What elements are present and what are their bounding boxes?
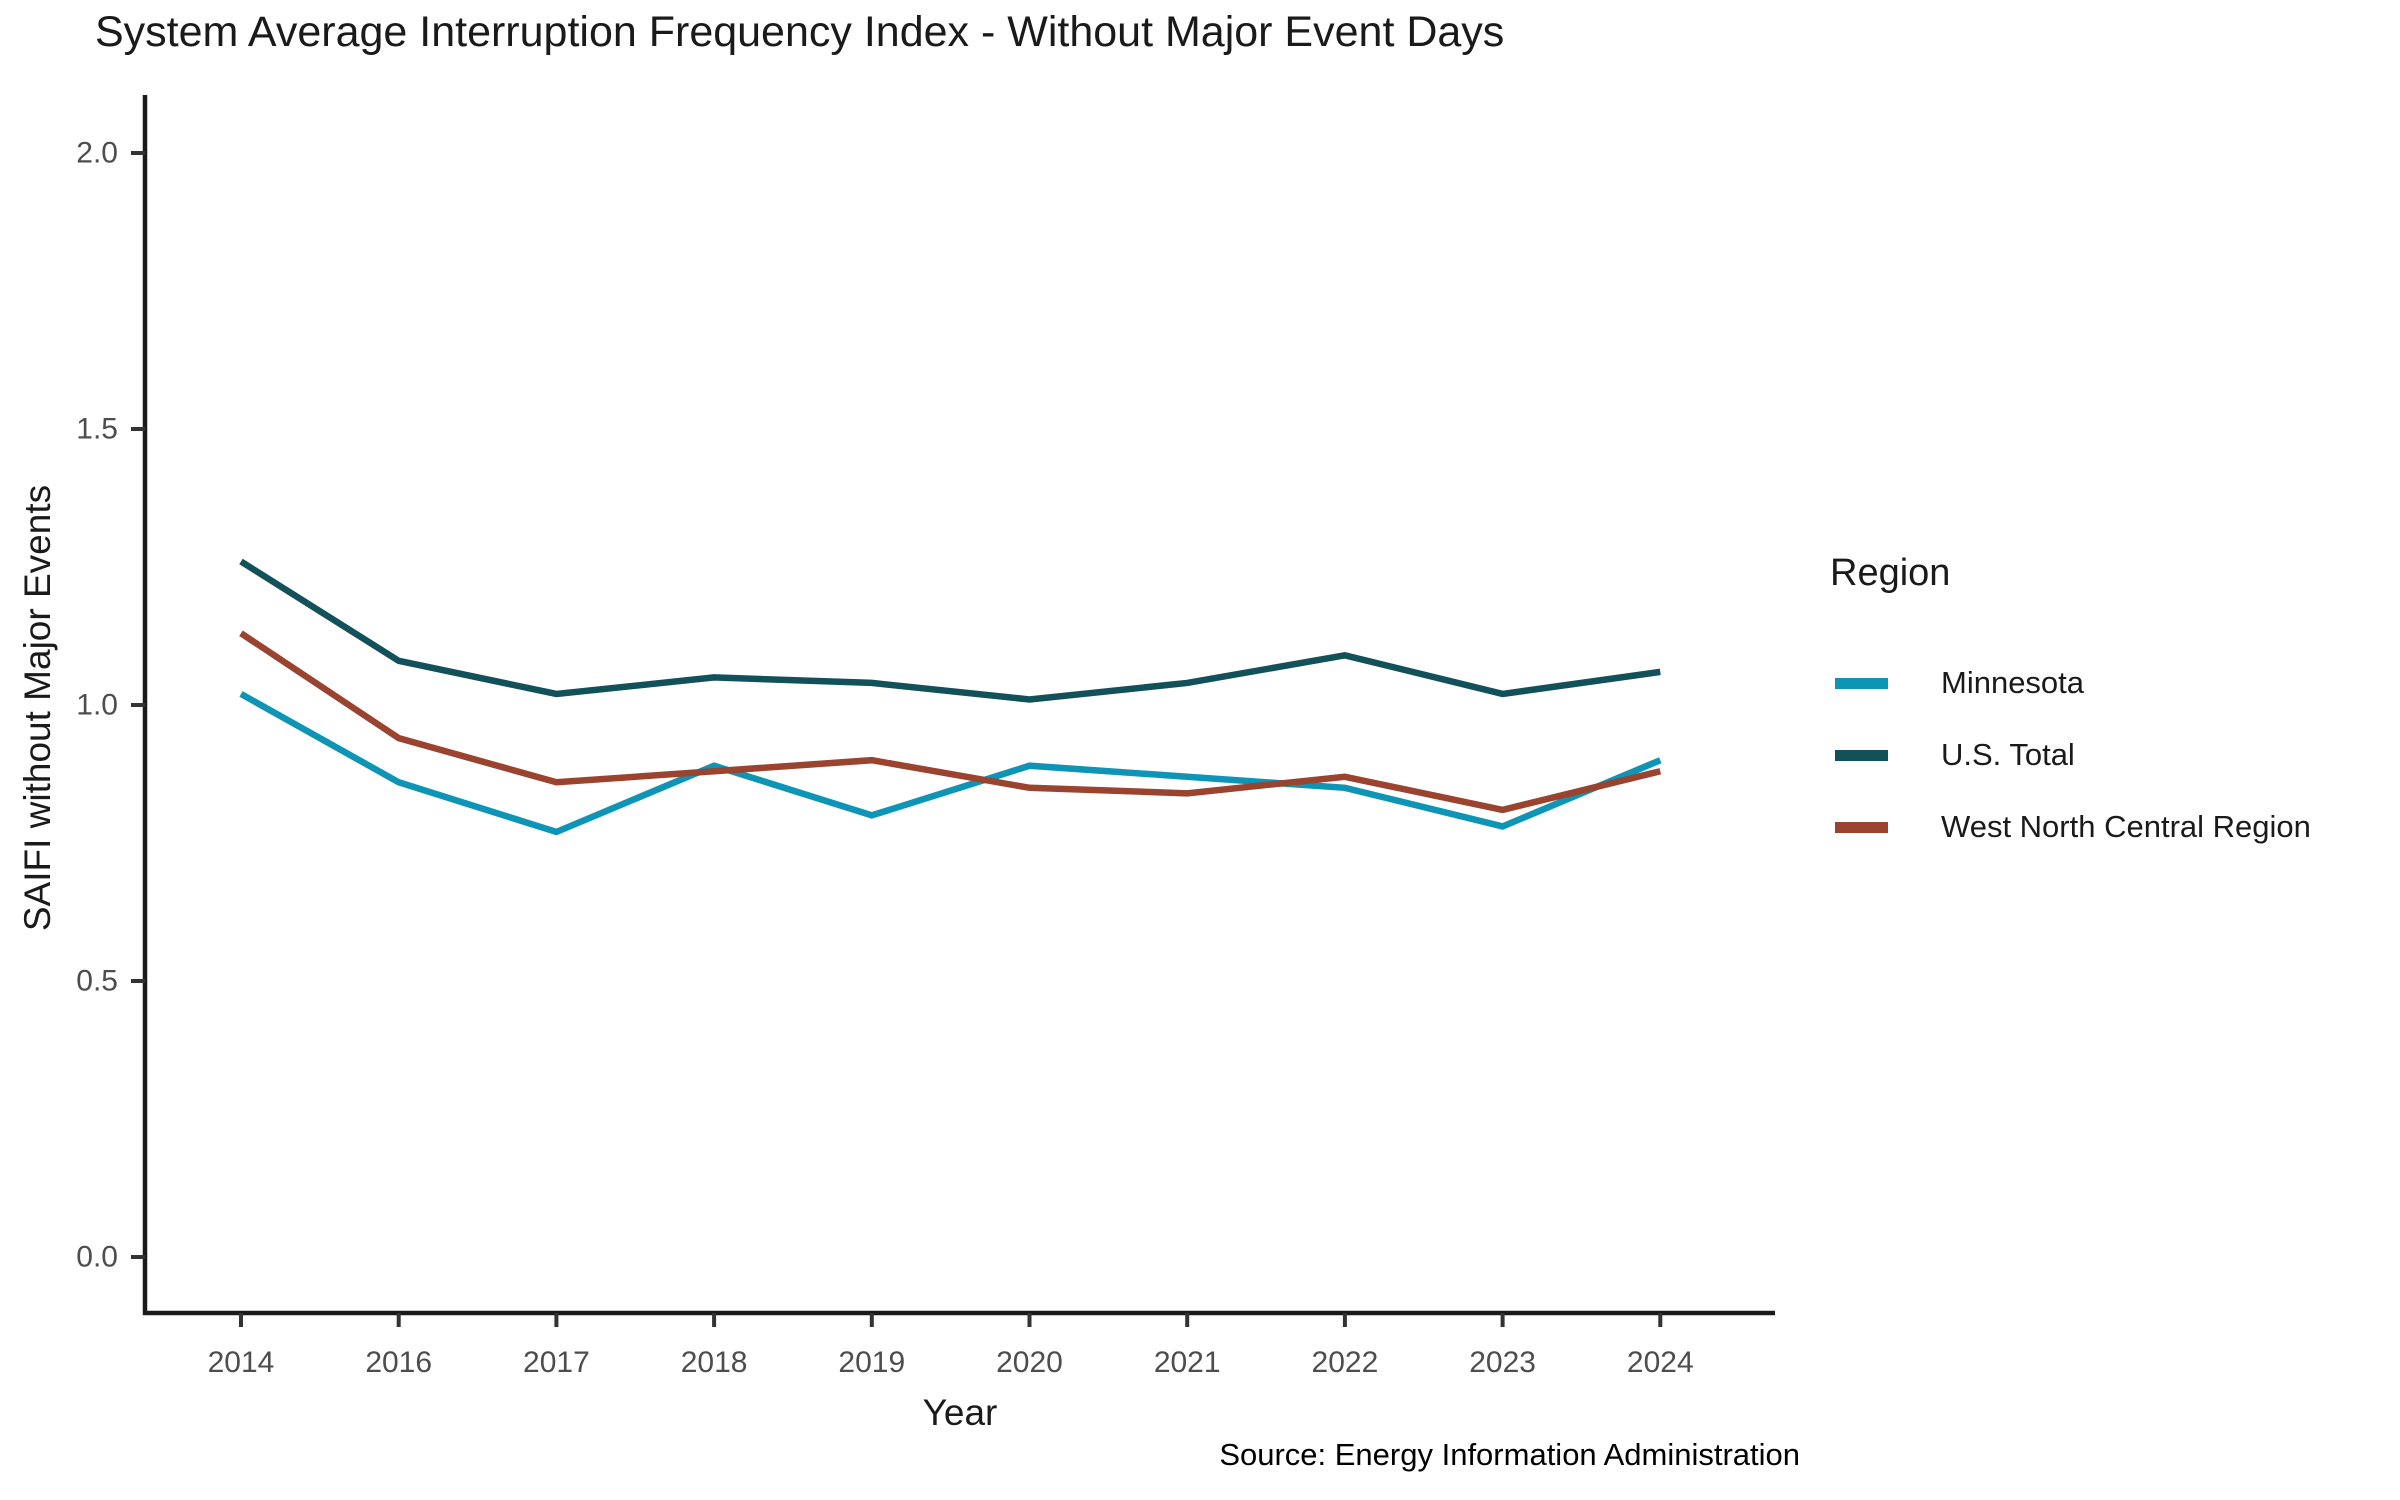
x-tick-label: 2022 (1312, 1346, 1379, 1379)
chart-title: System Average Interruption Frequency In… (95, 8, 1505, 56)
legend-label: U.S. Total (1941, 737, 2075, 772)
x-tick-label: 2023 (1469, 1346, 1536, 1379)
legend-item-west-north-central: West North Central Region (1828, 791, 2311, 863)
us-total-line-swatch (1835, 749, 1888, 761)
legend-label: Minnesota (1941, 665, 2085, 700)
y-tick-label: 0.5 (76, 965, 118, 998)
y-tick-label: 0.0 (76, 1241, 118, 1274)
y-tick-label: 1.0 (76, 689, 118, 722)
y-tick-label: 2.0 (76, 137, 118, 170)
x-tick-label: 2021 (1154, 1346, 1221, 1379)
west-north-central-line-swatch (1835, 821, 1888, 833)
x-tick-label: 2020 (996, 1346, 1063, 1379)
x-tick-label: 2018 (681, 1346, 748, 1379)
x-tick-label: 2016 (365, 1346, 432, 1379)
x-tick-label: 2014 (208, 1346, 275, 1379)
legend-title: Region (1830, 552, 1951, 594)
legend: Region Minnesota U.S. Total West North C… (1828, 552, 2311, 863)
legend-item-us-total: U.S. Total (1828, 719, 2311, 791)
source-note: Source: Energy Information Administratio… (1219, 1437, 1800, 1472)
series-line-u-s-total (239, 558, 1661, 703)
minnesota-line-swatch (1835, 677, 1888, 689)
legend-item-minnesota: Minnesota (1828, 647, 2311, 719)
x-axis-title: Year (922, 1392, 998, 1433)
x-tick-label: 2024 (1627, 1346, 1694, 1379)
x-tick-label: 2017 (523, 1346, 590, 1379)
y-tick-label: 1.5 (76, 413, 118, 446)
series-line-west-north-central-region (239, 630, 1662, 814)
series-line-minnesota (239, 691, 1662, 836)
legend-label: West North Central Region (1941, 809, 2311, 844)
x-tick-label: 2019 (838, 1346, 905, 1379)
